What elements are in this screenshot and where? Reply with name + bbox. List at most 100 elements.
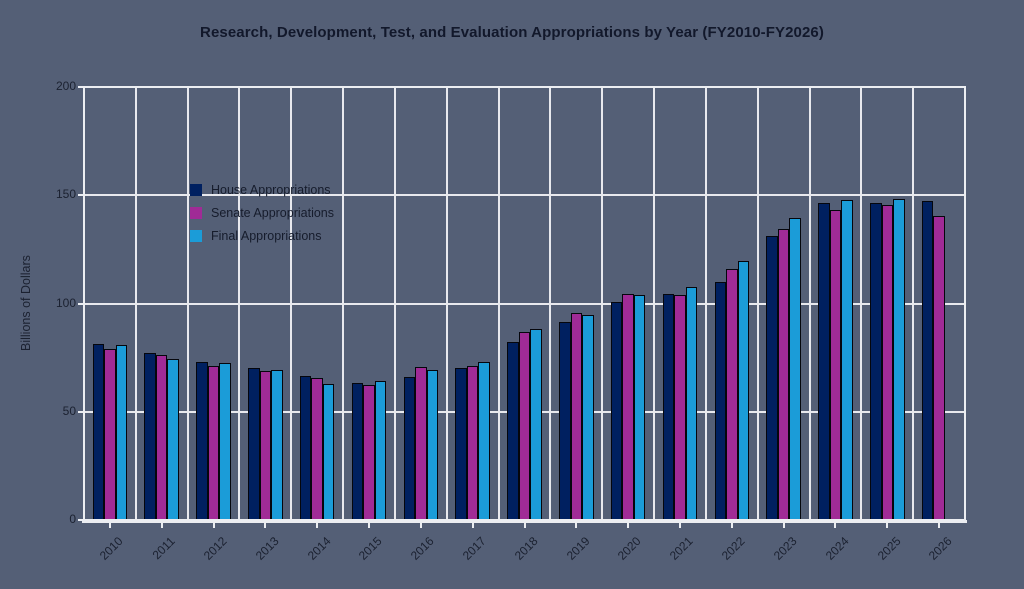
legend-label: Final Appropriations bbox=[211, 229, 322, 243]
bar bbox=[559, 321, 571, 520]
bar bbox=[415, 367, 427, 520]
v-gridline bbox=[186, 87, 189, 520]
bar bbox=[777, 228, 790, 520]
bar bbox=[610, 302, 623, 520]
bar-group-2016 bbox=[395, 87, 447, 520]
bar bbox=[466, 366, 479, 520]
h-gridline bbox=[84, 194, 965, 197]
legend-label: House Appropriations bbox=[211, 183, 331, 197]
bar bbox=[829, 210, 842, 520]
v-gridline bbox=[912, 87, 915, 520]
y-tick-label: 0 bbox=[69, 512, 76, 526]
x-axis-line bbox=[82, 520, 967, 523]
bar-group-2018 bbox=[499, 87, 551, 520]
bar bbox=[685, 287, 698, 520]
y-axis-tick-labels: 0 50 100 150 200 bbox=[0, 79, 76, 526]
chart-title: Research, Development, Test, and Evaluat… bbox=[200, 24, 824, 41]
x-tick-label: 2018 bbox=[511, 534, 541, 563]
bar bbox=[766, 236, 778, 520]
x-tick-label: 2020 bbox=[615, 534, 645, 563]
y-tick-label: 150 bbox=[55, 187, 76, 202]
bar bbox=[582, 315, 594, 520]
v-gridline bbox=[808, 87, 811, 520]
bar bbox=[92, 343, 105, 520]
v-gridline bbox=[290, 87, 293, 520]
bar-group-2025 bbox=[861, 87, 913, 520]
legend-item-house: House Appropriations bbox=[190, 183, 334, 197]
bar bbox=[207, 366, 220, 520]
v-gridline bbox=[497, 87, 500, 520]
bar-group-2015 bbox=[343, 87, 395, 520]
bar-group-2024 bbox=[810, 87, 862, 520]
x-tick-label: 2011 bbox=[149, 534, 178, 563]
x-tick-label: 2023 bbox=[770, 534, 800, 563]
x-tick-label: 2016 bbox=[407, 534, 437, 563]
x-tick-label: 2024 bbox=[822, 534, 852, 563]
legend-item-senate: Senate Appropriations bbox=[190, 206, 334, 220]
bar-group-2013 bbox=[239, 87, 291, 520]
bar bbox=[363, 384, 375, 520]
y-tick-label: 100 bbox=[55, 295, 76, 310]
final-color-swatch bbox=[190, 230, 202, 242]
bar bbox=[881, 205, 894, 520]
bar bbox=[570, 313, 583, 520]
bar bbox=[144, 353, 156, 520]
bar bbox=[311, 378, 323, 520]
bar bbox=[933, 215, 945, 520]
bar-group-2017 bbox=[447, 87, 499, 520]
x-tick-label: 2014 bbox=[304, 534, 334, 563]
legend: House Appropriations Senate Appropriatio… bbox=[190, 183, 334, 252]
plot-area: House Appropriations Senate Appropriatio… bbox=[82, 86, 967, 523]
bar bbox=[322, 383, 335, 520]
bar bbox=[115, 344, 128, 520]
bar bbox=[674, 294, 686, 520]
y-tick-label: 50 bbox=[62, 403, 76, 418]
v-gridline bbox=[653, 87, 656, 520]
bar bbox=[507, 342, 519, 520]
bar-group-2020 bbox=[602, 87, 654, 520]
bar bbox=[726, 268, 738, 520]
bar bbox=[155, 355, 168, 520]
bar-group-2019 bbox=[550, 87, 602, 520]
bar bbox=[737, 261, 750, 520]
bar bbox=[893, 198, 905, 520]
bar bbox=[259, 370, 272, 520]
bar bbox=[870, 202, 882, 520]
v-gridline bbox=[601, 87, 604, 520]
x-tick-label: 2015 bbox=[356, 534, 385, 563]
v-gridline bbox=[756, 87, 759, 520]
bar-group-2021 bbox=[654, 87, 706, 520]
bar bbox=[299, 376, 312, 520]
bar-group-2011 bbox=[136, 87, 188, 520]
x-tick-label: 2010 bbox=[97, 534, 126, 563]
x-tick-label: 2013 bbox=[252, 534, 282, 563]
bar-group-2023 bbox=[758, 87, 810, 520]
bar bbox=[518, 331, 531, 520]
h-gridline bbox=[84, 302, 965, 305]
bar bbox=[662, 293, 675, 520]
y-tick-label: 200 bbox=[55, 79, 76, 93]
bar bbox=[219, 363, 231, 520]
bar bbox=[714, 281, 727, 520]
bar bbox=[921, 200, 934, 520]
x-tick-label: 2022 bbox=[718, 534, 748, 563]
bar bbox=[167, 358, 179, 520]
bar bbox=[789, 217, 801, 520]
bar bbox=[818, 202, 830, 520]
bar bbox=[633, 294, 646, 520]
bar bbox=[622, 293, 634, 520]
v-gridline bbox=[393, 87, 396, 520]
bar bbox=[841, 199, 853, 520]
bar bbox=[351, 382, 364, 520]
x-tick-label: 2021 bbox=[667, 534, 696, 563]
bar-group-2026 bbox=[913, 87, 965, 520]
legend-item-final: Final Appropriations bbox=[190, 229, 334, 243]
bar bbox=[104, 348, 116, 520]
v-gridline bbox=[342, 87, 345, 520]
bar bbox=[530, 329, 542, 520]
x-tick-label: 2017 bbox=[459, 534, 489, 563]
bar bbox=[478, 361, 490, 520]
x-tick-label: 2012 bbox=[200, 534, 230, 563]
v-gridline bbox=[238, 87, 241, 520]
